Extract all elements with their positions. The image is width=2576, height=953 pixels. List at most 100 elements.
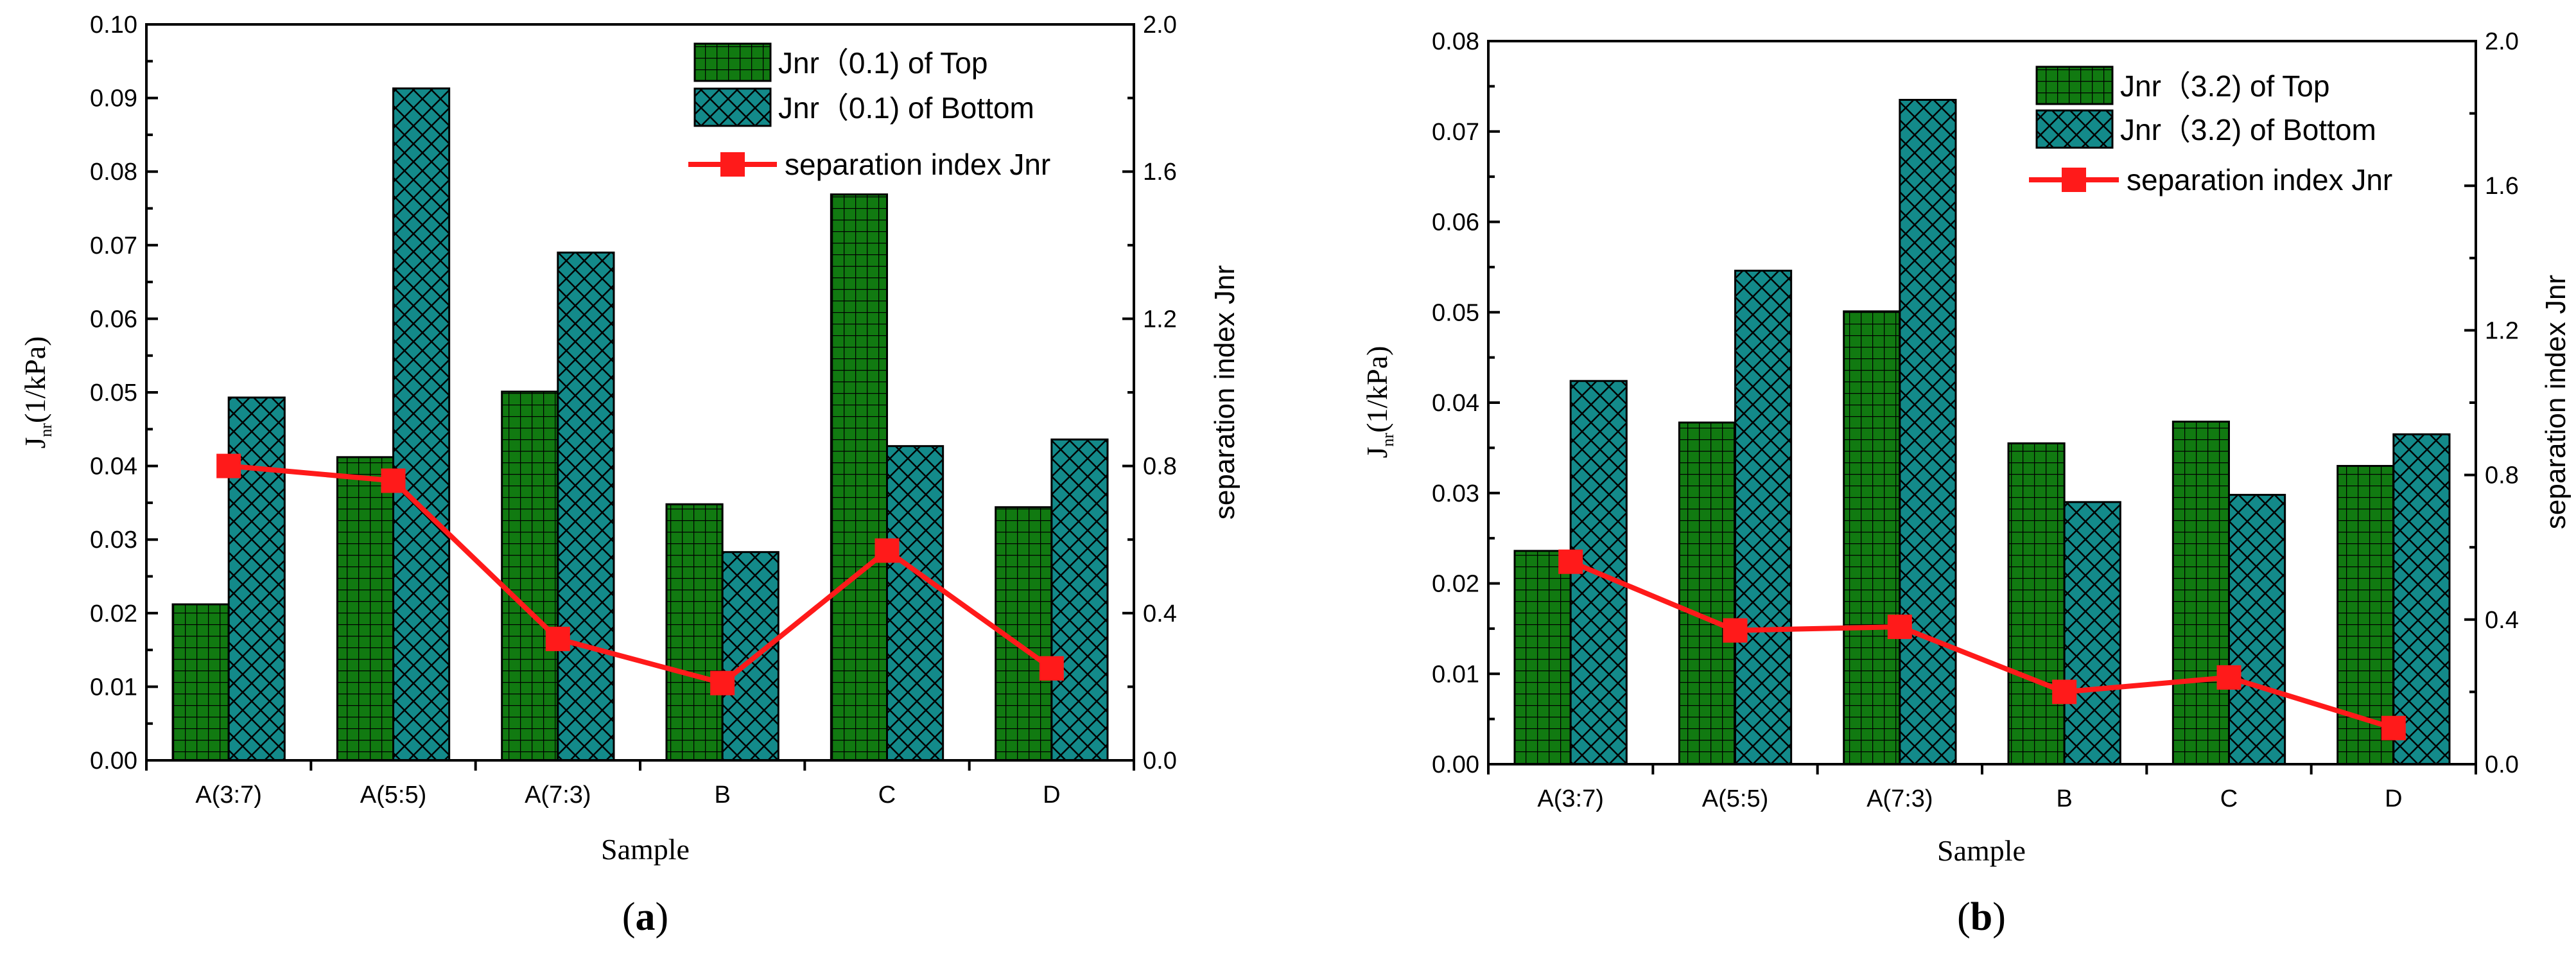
separation-index-point bbox=[1039, 656, 1064, 681]
bar-top bbox=[171, 603, 230, 762]
panel-b-right-ticks: 0.0 0.4 0.8 1.2 1.6 2.0 bbox=[2464, 28, 2519, 778]
separation-index-point bbox=[545, 626, 570, 651]
panel-b-legend: Jnr（3.2) of Top Jnr（3.2) of Bottom separ… bbox=[2029, 66, 2392, 197]
y2-tick-label: 2.0 bbox=[2485, 28, 2519, 55]
bar-top bbox=[2007, 442, 2066, 765]
y-tick-label: 0.01 bbox=[1432, 661, 1479, 688]
x-category-label: D bbox=[1043, 782, 1060, 809]
separation-index-line bbox=[1569, 559, 2395, 731]
panel-b-chart: 0.00 0.01 0.02 0.03 0.04 0.05 0.06 0.07 0.08 0.0… bbox=[1361, 28, 2572, 939]
bar-bottom bbox=[227, 396, 286, 762]
panel-a-x-axis-title: Sample bbox=[601, 833, 690, 866]
panel-b-bars bbox=[1513, 98, 2451, 765]
y-tick-label: 0.06 bbox=[90, 306, 137, 333]
bar-top bbox=[1843, 310, 1901, 765]
y2-tick-label: 0.4 bbox=[1143, 600, 1177, 627]
y-tick-label: 0.06 bbox=[1432, 209, 1479, 236]
legend-label-bottom: Jnr（3.2) of Bottom bbox=[2120, 113, 2376, 146]
panel-a-label: (a) bbox=[622, 895, 668, 939]
separation-index-point bbox=[710, 670, 735, 695]
legend-marker-sample bbox=[720, 152, 745, 177]
x-category-label: A(3:7) bbox=[1537, 785, 1603, 812]
x-category-label: A(7:3) bbox=[525, 782, 591, 809]
y2-tick-label: 0.4 bbox=[2485, 607, 2519, 634]
panel-a-y2-axis-title: separation index Jnr bbox=[1209, 265, 1240, 520]
x-category-label: A(5:5) bbox=[360, 782, 426, 809]
panel-b-y2-axis-title: separation index Jnr bbox=[2540, 275, 2572, 529]
y-tick-label: 0.05 bbox=[90, 380, 137, 407]
separation-index-point bbox=[875, 538, 900, 563]
bar-top bbox=[336, 456, 395, 762]
y2-tick-label: 0.0 bbox=[1143, 748, 1177, 774]
legend-swatch-bottom bbox=[2035, 109, 2114, 149]
legend-label-top: Jnr（0.1) of Top bbox=[778, 46, 988, 80]
separation-index-line bbox=[228, 463, 1054, 686]
bar-bottom bbox=[886, 445, 944, 762]
y-tick-label: 0.07 bbox=[90, 232, 137, 259]
panel-a-bars bbox=[171, 87, 1109, 762]
y-tick-label: 0.04 bbox=[90, 453, 137, 480]
panel-a-chart: 0.00 0.01 0.02 0.03 0.04 0.05 0.06 0.07 0.08 0.09… bbox=[19, 12, 1240, 939]
panel-b-x-axis-title: Sample bbox=[1937, 834, 2026, 867]
y-tick-label: 0.10 bbox=[90, 12, 137, 39]
panel-a-line-series bbox=[216, 453, 1064, 695]
bar-bottom bbox=[2392, 433, 2451, 765]
bar-bottom bbox=[2228, 494, 2286, 765]
y-tick-label: 0.08 bbox=[90, 159, 137, 186]
panel-a-legend: Jnr（0.1) of Top Jnr（0.1) of Bottom separ… bbox=[688, 42, 1050, 181]
panel-b-line-series bbox=[1558, 549, 2406, 740]
separation-index-point bbox=[381, 468, 406, 493]
y-tick-label: 0.07 bbox=[1432, 119, 1479, 146]
y-tick-label: 0.09 bbox=[90, 85, 137, 112]
bar-top bbox=[2171, 421, 2231, 765]
bar-bottom bbox=[2063, 501, 2121, 765]
y2-tick-label: 2.0 bbox=[1143, 12, 1177, 39]
bar-top bbox=[1513, 550, 1572, 765]
y2-tick-label: 0.8 bbox=[1143, 453, 1177, 480]
y2-tick-label: 0.8 bbox=[2485, 462, 2519, 489]
bar-bottom bbox=[721, 551, 779, 762]
y2-tick-label: 1.6 bbox=[2485, 173, 2519, 200]
y2-tick-label: 1.2 bbox=[2485, 317, 2519, 344]
legend-swatch-top bbox=[693, 42, 772, 82]
panel-a-right-ticks: 0.0 0.4 0.8 1.2 1.6 2.0 bbox=[1122, 12, 1177, 774]
separation-index-point bbox=[2216, 665, 2241, 690]
panel-b-plot-frame bbox=[1487, 40, 2477, 765]
separation-index-point bbox=[2381, 715, 2406, 740]
panel-a-plot-frame bbox=[145, 23, 1135, 762]
separation-index-point bbox=[1558, 549, 1583, 574]
bar-top bbox=[830, 193, 889, 762]
x-category-label: A(3:7) bbox=[195, 782, 261, 809]
y-tick-label: 0.03 bbox=[1432, 480, 1479, 507]
separation-index-point bbox=[1723, 618, 1748, 643]
separation-index-point bbox=[216, 453, 241, 478]
y2-tick-label: 1.6 bbox=[1143, 159, 1177, 186]
panel-b-y-axis-title: Jnr(1/kPa) bbox=[1361, 346, 1397, 459]
bar-bottom bbox=[392, 87, 451, 762]
bar-top bbox=[1678, 421, 1737, 765]
legend-marker-sample bbox=[2062, 168, 2086, 192]
separation-index-point bbox=[2052, 679, 2077, 704]
y-tick-label: 0.02 bbox=[1432, 571, 1479, 598]
x-category-label: B bbox=[2056, 785, 2072, 812]
legend-swatch-top bbox=[2035, 66, 2114, 105]
bar-bottom bbox=[557, 251, 615, 762]
x-category-label: A(5:5) bbox=[1702, 785, 1768, 812]
y-tick-label: 0.00 bbox=[1432, 751, 1479, 778]
legend-label-line: separation index Jnr bbox=[785, 148, 1050, 181]
legend-label-bottom: Jnr（0.1) of Bottom bbox=[778, 91, 1034, 125]
panel-a-axes bbox=[145, 23, 1135, 762]
legend-swatch-bottom bbox=[693, 87, 772, 127]
legend-label-top: Jnr（3.2) of Top bbox=[2120, 69, 2329, 103]
bar-top bbox=[665, 503, 724, 762]
x-category-label: B bbox=[714, 782, 730, 809]
panel-a-left-ticks: 0.00 0.01 0.02 0.03 0.04 0.05 0.06 0.07 0.08 0.09… bbox=[90, 12, 158, 774]
separation-index-point bbox=[1887, 615, 1912, 640]
bar-bottom bbox=[1734, 270, 1793, 765]
bar-bottom bbox=[1050, 438, 1109, 762]
panel-b-left-ticks: 0.00 0.01 0.02 0.03 0.04 0.05 0.06 0.07 0.08 bbox=[1432, 28, 1500, 778]
x-category-label: A(7:3) bbox=[1867, 785, 1933, 812]
y2-tick-label: 1.2 bbox=[1143, 306, 1177, 333]
panel-a-y-axis-title: Jnr(1/kPa) bbox=[19, 337, 55, 449]
